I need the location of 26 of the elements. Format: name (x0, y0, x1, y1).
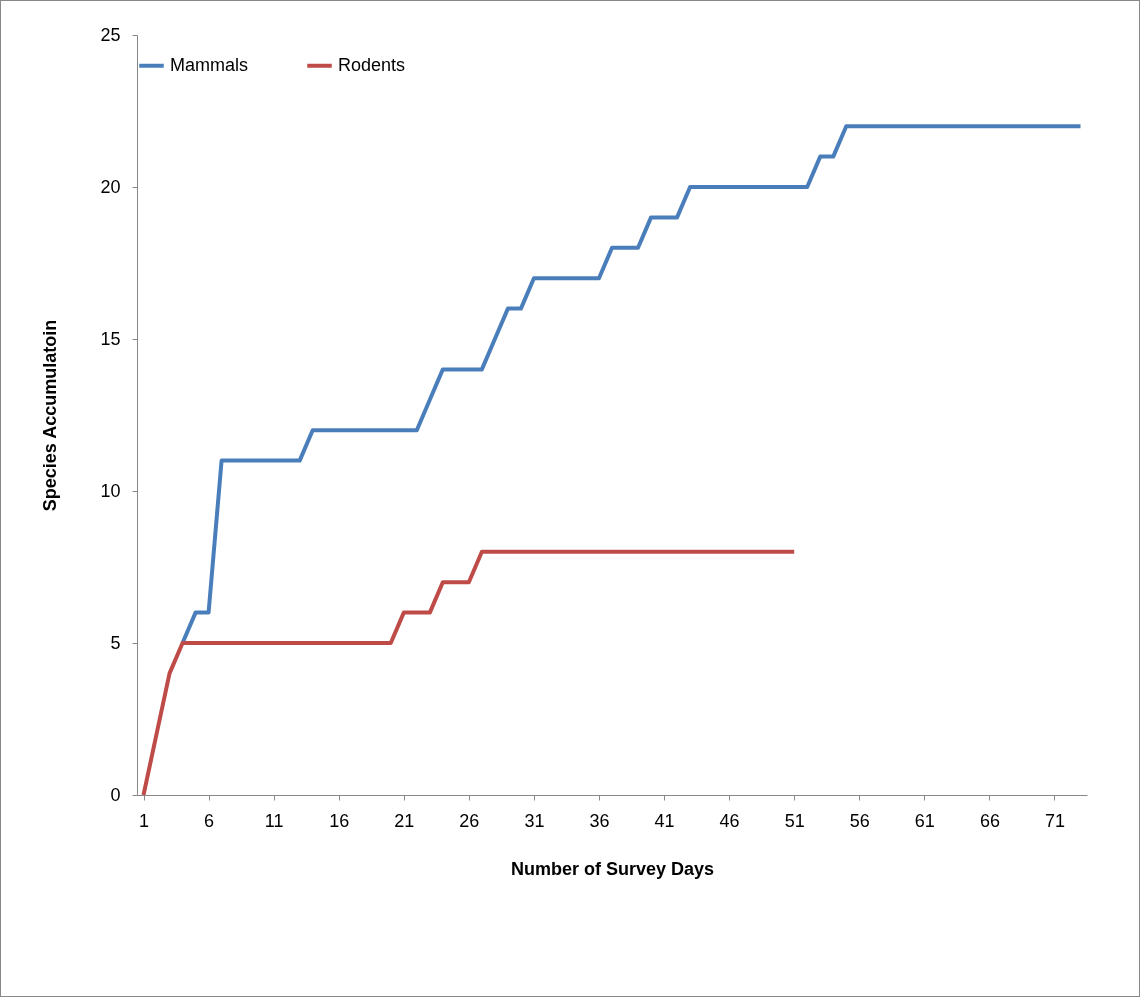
y-tick-label: 10 (100, 480, 121, 501)
legend-label: Rodents (338, 54, 406, 75)
x-tick-label: 21 (394, 810, 415, 831)
y-tick-label: 20 (100, 176, 121, 197)
x-tick-label: 61 (914, 810, 935, 831)
legend-label: Mammals (170, 54, 249, 75)
x-tick-label: 36 (589, 810, 610, 831)
y-tick-label: 25 (100, 24, 121, 45)
x-tick-label: 71 (1044, 810, 1065, 831)
y-axis-title: Species Accumulatoin (40, 319, 61, 512)
y-tick-label: 0 (110, 784, 121, 805)
x-tick-label: 31 (524, 810, 545, 831)
x-tick-label: 1 (139, 810, 150, 831)
x-tick-label: 46 (719, 810, 740, 831)
x-tick-label: 51 (784, 810, 805, 831)
line-series (141, 549, 797, 797)
x-tick-label: 16 (329, 810, 350, 831)
y-tick-label: 15 (100, 328, 121, 349)
x-tick-label: 56 (849, 810, 870, 831)
y-tick-label: 5 (110, 632, 121, 653)
x-tick-label: 11 (264, 810, 284, 831)
x-tick-label: 6 (204, 810, 215, 831)
x-axis-title: Number of Survey Days (510, 858, 715, 879)
x-tick-label: 26 (459, 810, 480, 831)
x-tick-label: 66 (979, 810, 1000, 831)
x-tick-label: 41 (654, 810, 675, 831)
